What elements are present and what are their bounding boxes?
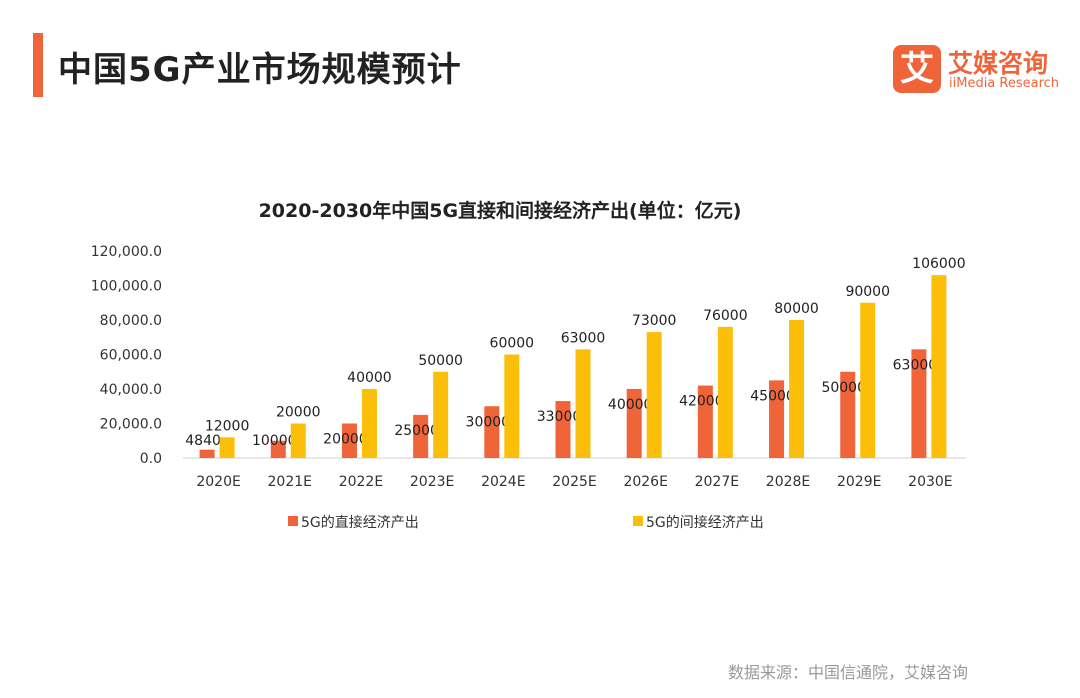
y-tick-label: 120,000.0 <box>91 244 162 260</box>
y-tick-label: 60,000.0 <box>100 348 162 364</box>
x-tick-label: 2021E <box>268 474 312 490</box>
indirect-output-label: 80000 <box>774 301 819 317</box>
indirect-output-label: 12000 <box>205 418 250 434</box>
x-tick-label: 2024E <box>481 474 525 490</box>
indirect-output-label: 73000 <box>632 313 677 329</box>
data-source: 数据来源：中国信通院，艾媒咨询 <box>728 663 969 682</box>
legend-swatch-direct <box>288 516 298 526</box>
indirect-output-bar <box>860 302 876 458</box>
x-tick-label: 2023E <box>410 474 454 490</box>
direct-output-label: 45000 <box>750 388 795 404</box>
x-tick-label: 2027E <box>695 474 739 490</box>
direct-output-bar <box>840 371 856 458</box>
direct-output-bar <box>697 385 713 458</box>
direct-output-bar <box>911 349 927 458</box>
indirect-output-bar <box>717 326 733 458</box>
page-title: 中国5G产业市场规模预计 <box>58 50 462 90</box>
direct-output-bar <box>555 401 571 458</box>
direct-output-bar <box>626 389 642 458</box>
indirect-output-label: 106000 <box>912 256 965 272</box>
y-tick-label: 80,000.0 <box>100 313 162 329</box>
direct-output-label: 50000 <box>821 380 866 396</box>
x-tick-label: 2025E <box>552 474 596 490</box>
legend-swatch-indirect <box>633 516 643 526</box>
direct-output-label: 63000 <box>893 357 938 373</box>
direct-output-label: 25000 <box>394 423 439 439</box>
direct-output-bar <box>341 423 357 458</box>
direct-output-label: 33000 <box>537 409 582 425</box>
x-tick-label: 2020E <box>196 474 240 490</box>
indirect-output-label: 60000 <box>490 336 535 352</box>
indirect-output-bar <box>290 423 306 458</box>
direct-output-label: 10000 <box>252 433 297 449</box>
legend-label-indirect: 5G的间接经济产出 <box>646 514 764 531</box>
indirect-output-label: 20000 <box>276 405 321 421</box>
y-tick-label: 40,000.0 <box>100 382 162 398</box>
x-tick-label: 2030E <box>908 474 952 490</box>
indirect-output-label: 90000 <box>845 284 890 300</box>
indirect-output-bar <box>646 332 662 458</box>
direct-output-label: 42000 <box>679 394 724 410</box>
indirect-output-bar <box>219 437 235 458</box>
direct-output-bar <box>484 406 500 458</box>
indirect-output-label: 76000 <box>703 308 748 324</box>
logo-name: 艾媒咨询 <box>948 49 1049 78</box>
y-tick-label: 0.0 <box>140 451 162 467</box>
chart-title: 2020-2030年中国5G直接和间接经济产出(单位：亿元) <box>259 199 742 222</box>
indirect-output-label: 50000 <box>418 353 463 369</box>
x-tick-label: 2029E <box>837 474 881 490</box>
title-accent-bar <box>33 33 43 97</box>
direct-output-label: 20000 <box>323 432 368 448</box>
x-tick-label: 2026E <box>623 474 667 490</box>
direct-output-bar <box>270 440 286 458</box>
indirect-output-bar <box>575 349 591 458</box>
indirect-output-bar <box>931 275 947 458</box>
legend-label-direct: 5G的直接经济产出 <box>301 514 419 531</box>
direct-output-label: 4840 <box>185 433 221 449</box>
indirect-output-bar <box>504 354 520 458</box>
indirect-output-bar <box>361 389 377 458</box>
direct-output-bar <box>413 414 429 458</box>
indirect-output-bar <box>433 371 449 458</box>
y-tick-label: 100,000.0 <box>91 279 162 295</box>
direct-output-label: 40000 <box>608 397 653 413</box>
logo-subtitle: iiMedia Research <box>949 76 1060 91</box>
x-tick-label: 2028E <box>766 474 810 490</box>
indirect-output-label: 40000 <box>347 370 392 386</box>
x-tick-label: 2022E <box>339 474 383 490</box>
direct-output-label: 30000 <box>466 414 511 430</box>
logo-icon: 艾 <box>893 45 941 93</box>
y-tick-label: 20,000.0 <box>100 417 162 433</box>
direct-output-bar <box>199 449 215 458</box>
indirect-output-bar <box>789 320 805 458</box>
direct-output-bar <box>769 380 785 458</box>
indirect-output-label: 63000 <box>561 330 606 346</box>
